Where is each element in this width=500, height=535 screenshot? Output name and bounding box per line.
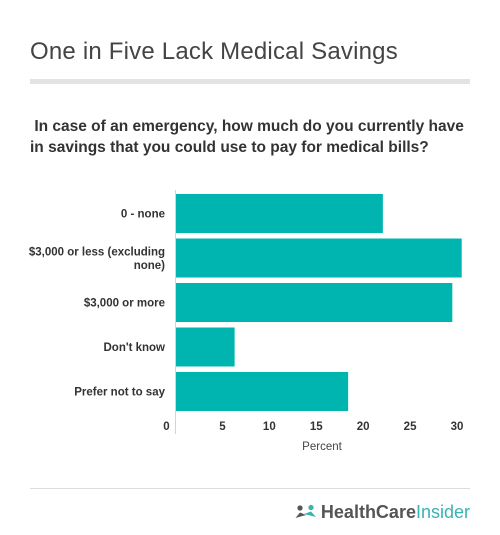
- title-divider: [30, 79, 470, 84]
- x-tick-label: 20: [357, 421, 370, 433]
- x-tick-label: 5: [219, 421, 226, 433]
- logo-text-healthcare: HealthCare: [320, 501, 416, 522]
- bar: [176, 283, 453, 322]
- category-label: $3,000 or more: [84, 298, 165, 310]
- bar-chart: 0 - none $3,000 or less (excluding none) $3…: [29, 190, 464, 453]
- x-tick-label: 15: [310, 421, 323, 433]
- category-label: none): [134, 260, 165, 272]
- bar: [176, 194, 383, 233]
- x-tick-label: 30: [451, 421, 464, 433]
- x-axis-label: Percent: [302, 441, 342, 453]
- footer-divider: [30, 488, 470, 489]
- category-label: Don't know: [103, 342, 165, 354]
- healthcare-insider-logo: HealthCare Insider: [295, 501, 470, 523]
- bar: [176, 372, 349, 411]
- category-label: Prefer not to say: [74, 387, 165, 399]
- category-label: 0 - none: [121, 209, 165, 221]
- x-tick-label: 25: [404, 421, 417, 433]
- logo-text-insider: Insider: [415, 501, 470, 522]
- bar: [176, 238, 462, 278]
- category-label: $3,000 or less (excluding: [29, 246, 165, 258]
- bar: [176, 327, 235, 367]
- chart-title: One in Five Lack Medical Savings: [30, 38, 398, 65]
- people-icon: [295, 504, 316, 518]
- x-tick-label: 0: [163, 421, 169, 433]
- x-tick-label: 10: [263, 421, 276, 433]
- chart-question: In case of an emergency, how much do you…: [30, 118, 469, 156]
